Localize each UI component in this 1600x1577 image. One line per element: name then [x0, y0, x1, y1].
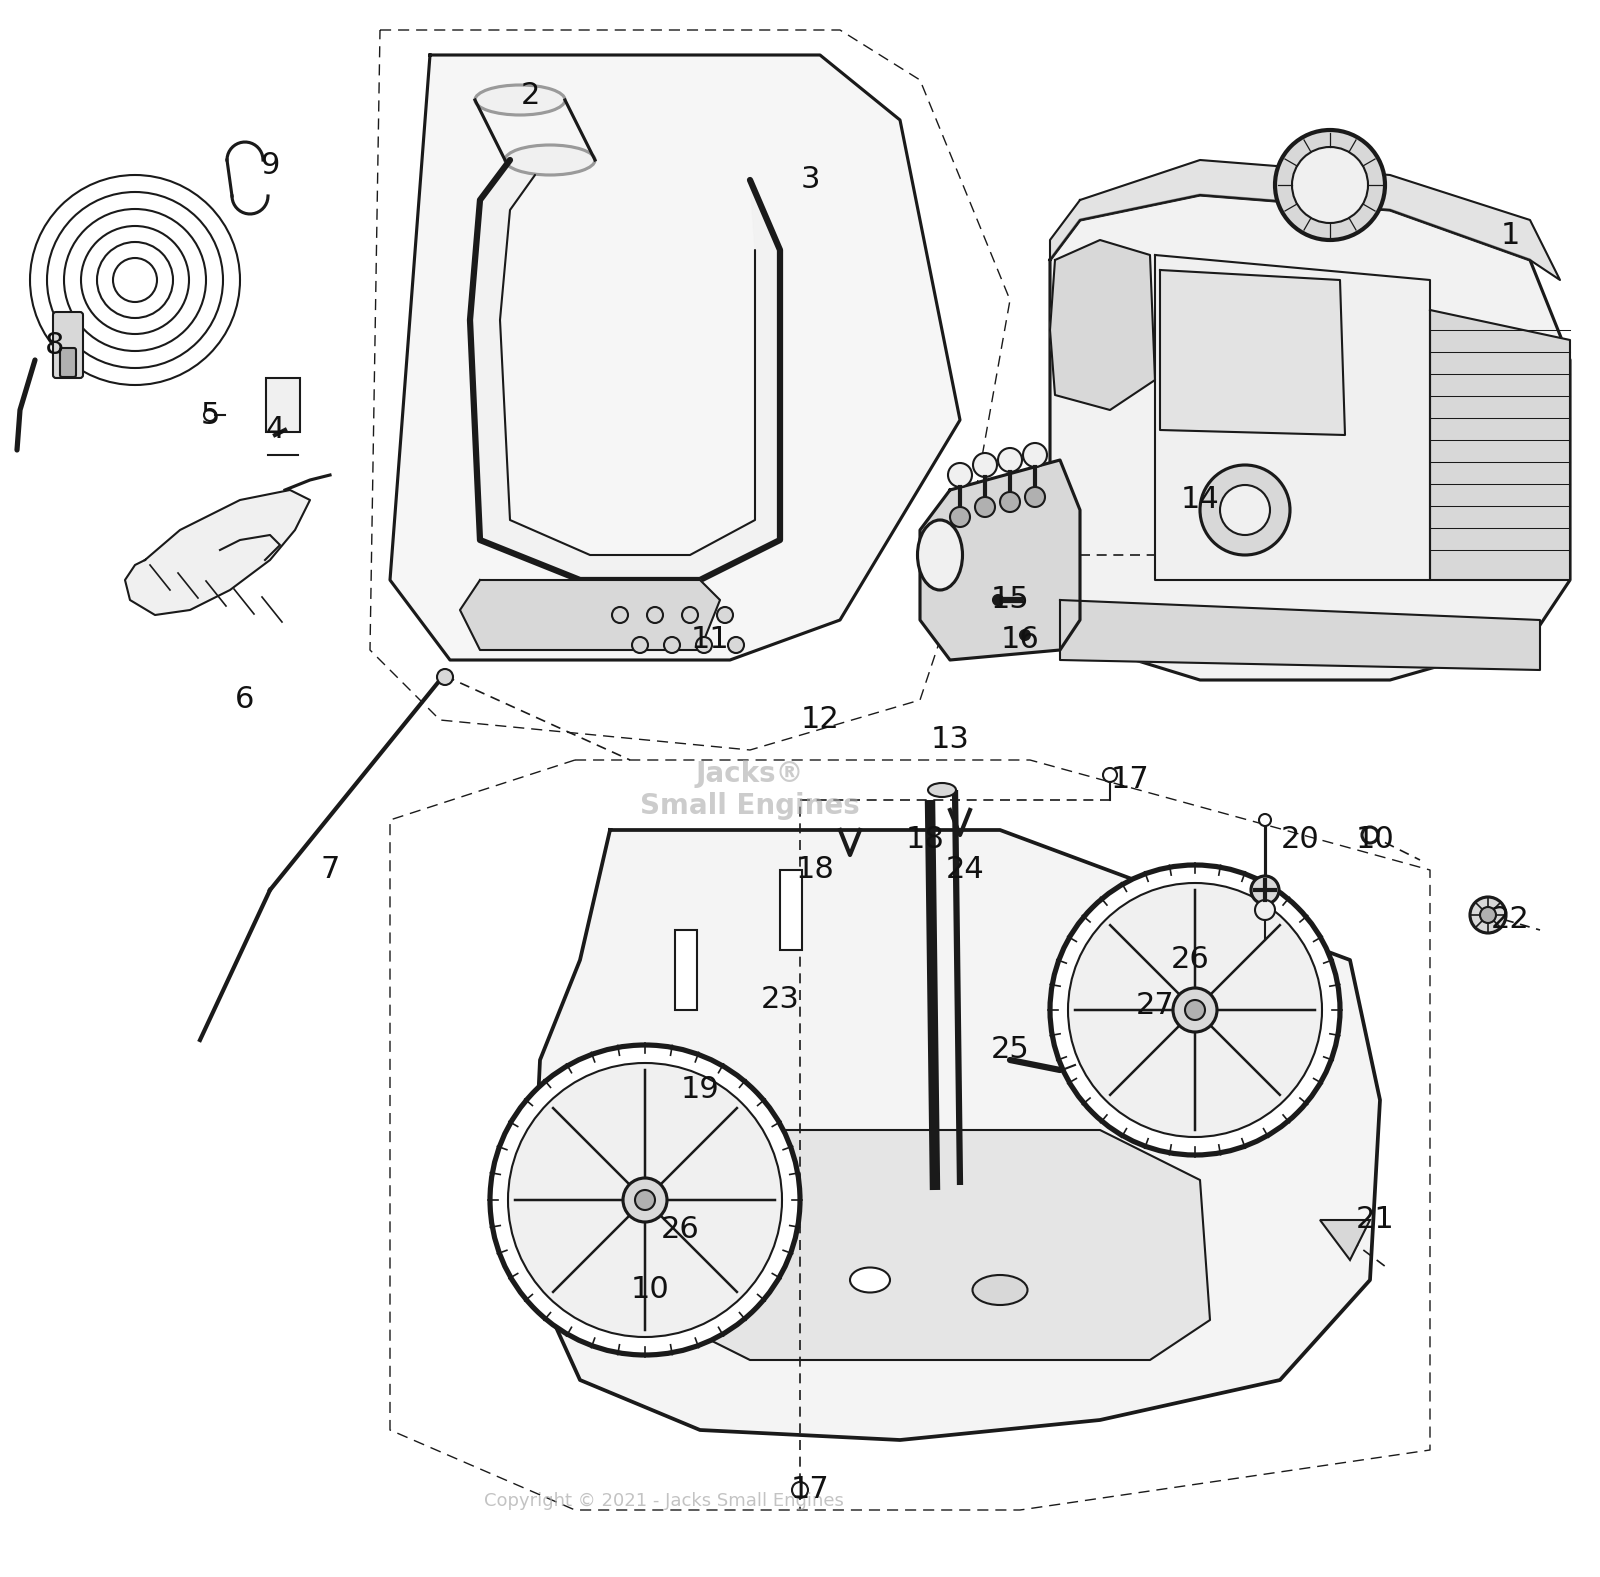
Circle shape: [950, 506, 970, 527]
Circle shape: [1200, 465, 1290, 555]
Circle shape: [1362, 826, 1378, 844]
Circle shape: [1221, 486, 1270, 535]
Text: 6: 6: [235, 686, 254, 714]
Polygon shape: [920, 460, 1080, 661]
Text: Jacks®
Small Engines: Jacks® Small Engines: [640, 760, 859, 820]
Text: 1: 1: [1501, 221, 1520, 249]
Polygon shape: [125, 490, 310, 615]
Polygon shape: [470, 159, 781, 580]
Circle shape: [1186, 1000, 1205, 1020]
Circle shape: [646, 607, 662, 623]
Text: 17: 17: [1110, 765, 1149, 795]
Text: 3: 3: [800, 166, 819, 194]
Text: 7: 7: [320, 855, 339, 885]
Ellipse shape: [850, 1268, 890, 1293]
Circle shape: [1173, 989, 1218, 1031]
Polygon shape: [1430, 311, 1570, 580]
FancyBboxPatch shape: [61, 349, 77, 377]
Text: 27: 27: [1136, 990, 1174, 1019]
Circle shape: [632, 637, 648, 653]
Circle shape: [717, 607, 733, 623]
Circle shape: [490, 1046, 800, 1355]
Ellipse shape: [475, 85, 565, 115]
Text: 4: 4: [266, 415, 285, 445]
Polygon shape: [1155, 255, 1430, 580]
Circle shape: [682, 607, 698, 623]
Polygon shape: [390, 55, 960, 661]
Text: 26: 26: [1171, 946, 1210, 975]
Circle shape: [1069, 883, 1322, 1137]
Text: 25: 25: [990, 1036, 1029, 1064]
Polygon shape: [1050, 159, 1560, 281]
Text: 23: 23: [760, 986, 800, 1014]
Circle shape: [1022, 443, 1046, 467]
Polygon shape: [461, 580, 720, 650]
Ellipse shape: [928, 784, 957, 796]
Polygon shape: [1050, 240, 1155, 410]
Circle shape: [998, 448, 1022, 472]
Text: Copyright © 2021 - Jacks Small Engines: Copyright © 2021 - Jacks Small Engines: [485, 1492, 843, 1511]
Circle shape: [1102, 768, 1117, 782]
Ellipse shape: [973, 1274, 1027, 1306]
Circle shape: [509, 1063, 782, 1337]
Circle shape: [1470, 897, 1506, 934]
FancyBboxPatch shape: [53, 312, 83, 378]
Ellipse shape: [917, 520, 963, 590]
Polygon shape: [1050, 196, 1570, 680]
FancyBboxPatch shape: [675, 930, 698, 1009]
Circle shape: [437, 669, 453, 684]
Circle shape: [792, 1482, 808, 1498]
Text: 19: 19: [680, 1076, 720, 1104]
Circle shape: [1026, 487, 1045, 506]
Circle shape: [1259, 814, 1270, 826]
Text: 24: 24: [946, 855, 984, 885]
Ellipse shape: [506, 145, 595, 175]
Polygon shape: [1320, 1221, 1370, 1260]
Circle shape: [205, 408, 216, 421]
Text: 14: 14: [1181, 486, 1219, 514]
Circle shape: [1050, 866, 1341, 1154]
Circle shape: [1275, 129, 1386, 240]
Text: 2: 2: [520, 80, 539, 109]
Text: 9: 9: [261, 150, 280, 180]
Text: 13: 13: [931, 725, 970, 754]
Text: 8: 8: [45, 331, 64, 360]
Circle shape: [974, 497, 995, 517]
Text: 12: 12: [800, 705, 840, 735]
FancyBboxPatch shape: [266, 378, 301, 432]
Circle shape: [622, 1178, 667, 1222]
Text: 16: 16: [1000, 626, 1040, 654]
Circle shape: [635, 1191, 654, 1210]
Text: 26: 26: [661, 1216, 699, 1244]
FancyBboxPatch shape: [781, 871, 802, 949]
Text: 15: 15: [990, 585, 1029, 615]
Circle shape: [973, 453, 997, 476]
Circle shape: [1021, 629, 1030, 640]
Text: 22: 22: [1491, 905, 1530, 935]
Text: 11: 11: [691, 626, 730, 654]
Text: 21: 21: [1355, 1205, 1394, 1235]
Circle shape: [1254, 900, 1275, 919]
Circle shape: [664, 637, 680, 653]
Circle shape: [696, 637, 712, 653]
Text: 18: 18: [795, 855, 835, 885]
Circle shape: [1293, 147, 1368, 222]
Text: 17: 17: [790, 1476, 829, 1504]
Text: 20: 20: [1280, 825, 1320, 855]
Text: 18: 18: [906, 825, 944, 855]
Circle shape: [611, 607, 627, 623]
Circle shape: [994, 595, 1003, 606]
Polygon shape: [1059, 599, 1539, 670]
Text: 10: 10: [1355, 825, 1394, 855]
Text: 10: 10: [630, 1276, 669, 1304]
Polygon shape: [530, 830, 1379, 1440]
Polygon shape: [1160, 270, 1346, 435]
Circle shape: [1000, 492, 1021, 513]
Polygon shape: [650, 1131, 1210, 1359]
Text: 5: 5: [200, 401, 219, 429]
Circle shape: [728, 637, 744, 653]
Circle shape: [1480, 907, 1496, 923]
Circle shape: [947, 464, 973, 487]
Circle shape: [1251, 875, 1278, 904]
